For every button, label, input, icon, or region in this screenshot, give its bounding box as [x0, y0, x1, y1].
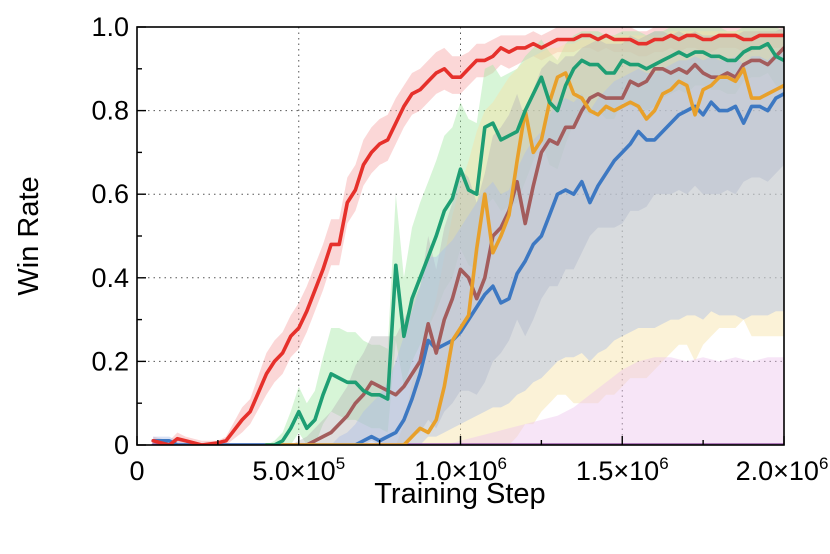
series-2-band [266, 27, 784, 445]
series-1-line [151, 33, 784, 445]
axis-ticks [136, 26, 785, 446]
x-tick-label-4: 2.0×106 [736, 454, 829, 486]
y-axis-title: Win Rate [13, 176, 45, 295]
y-tick-label-4: 0.8 [91, 96, 129, 126]
series-4-band [266, 27, 784, 445]
x-tick-label-1: 5.0×105 [252, 454, 345, 486]
series-6-band [153, 357, 784, 445]
series-2-line [264, 41, 784, 445]
series-4-line [264, 46, 784, 445]
y-tick-label-2: 0.4 [91, 263, 129, 293]
y-tick-label-3: 0.6 [91, 179, 129, 209]
x-axis-title: Training Step [374, 478, 545, 510]
x-tick-label-0: 0 [129, 456, 144, 486]
y-tick-label-5: 1.0 [91, 12, 129, 42]
series-lines [151, 33, 784, 445]
x-tick-label-2: 1.0×106 [414, 454, 507, 486]
y-tick-label-1: 0.2 [91, 346, 129, 376]
x-tick-labels: 0 5.0×105 1.0×106 1.5×106 2.0×106 [129, 454, 828, 486]
y-tick-labels: 0 0.2 0.4 0.6 0.8 1.0 [91, 12, 129, 460]
x-tick-label-3: 1.5×106 [576, 454, 669, 486]
y-tick-label-0: 0 [114, 430, 129, 460]
series-3-band [266, 31, 784, 445]
grid-lines [137, 27, 784, 445]
